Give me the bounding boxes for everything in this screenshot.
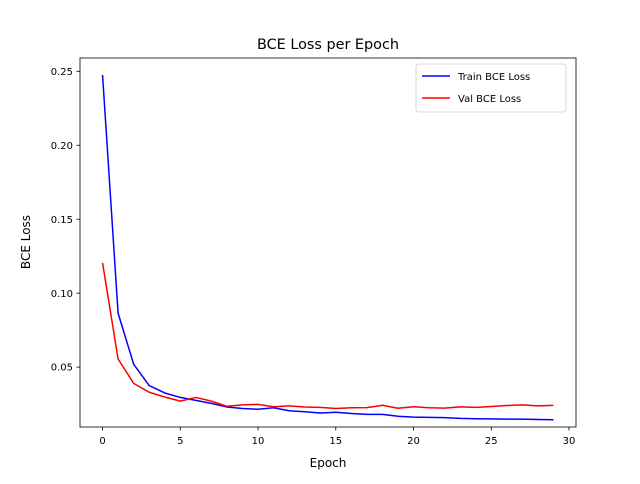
x-tick-label: 25 bbox=[485, 436, 498, 447]
y-axis-label: BCE Loss bbox=[19, 215, 33, 269]
y-tick-label: 0.15 bbox=[51, 215, 73, 226]
x-tick-label: 30 bbox=[563, 436, 576, 447]
x-tick-label: 0 bbox=[99, 436, 105, 447]
x-axis-label: Epoch bbox=[310, 456, 347, 470]
x-tick-label: 20 bbox=[407, 436, 420, 447]
chart-title: BCE Loss per Epoch bbox=[257, 37, 399, 53]
legend-label: Train BCE Loss bbox=[457, 72, 530, 83]
legend: Train BCE Loss Val BCE Loss bbox=[415, 63, 567, 113]
legend-label: Val BCE Loss bbox=[458, 94, 521, 105]
series-line-train-bce-loss bbox=[101, 74, 554, 421]
y-tick-label: 0.25 bbox=[51, 67, 73, 78]
y-tick-label: 0.10 bbox=[51, 289, 73, 300]
series-line-val-bce-loss bbox=[101, 262, 554, 410]
y-tick-label: 0.20 bbox=[51, 141, 73, 152]
x-tick-label: 15 bbox=[329, 436, 342, 447]
axes-frame bbox=[79, 57, 577, 428]
y-tick-label: 0.05 bbox=[51, 363, 73, 374]
legend-box bbox=[415, 63, 567, 113]
x-tick-label: 10 bbox=[252, 436, 265, 447]
plot-area: 0 5 10 15 20 25 30 0.05 0.10 0.15 0.20 0.25 bbox=[51, 57, 577, 447]
x-tick-label: 5 bbox=[177, 436, 183, 447]
